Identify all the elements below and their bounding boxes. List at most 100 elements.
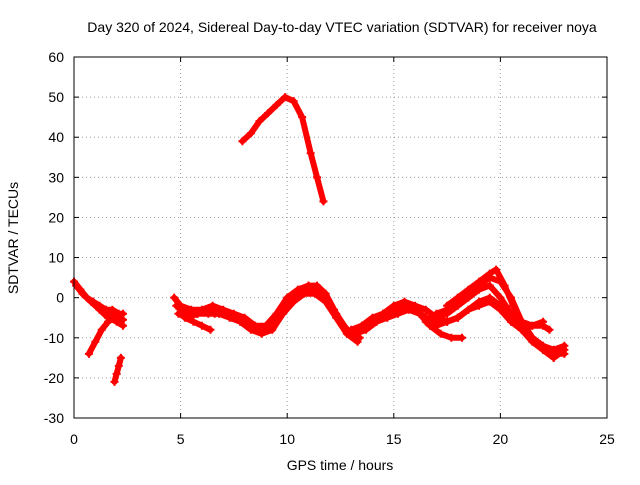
data-point: [193, 309, 202, 318]
data-point: [84, 349, 93, 358]
x-tick-label: 0: [70, 431, 78, 447]
data-point: [560, 345, 569, 354]
data-point: [528, 321, 537, 330]
series-arc-high: [238, 93, 328, 206]
data-point: [313, 173, 322, 182]
y-axis-ticks: -30 -20 -10 0 10 20 30 40 50 60: [44, 49, 607, 426]
data-point: [436, 329, 445, 338]
y-tick-label: 60: [48, 49, 64, 65]
y-tick-label: 0: [56, 290, 64, 306]
data-point: [97, 325, 106, 334]
data-point: [189, 317, 198, 326]
data-point: [180, 313, 189, 322]
data-point: [104, 313, 113, 322]
series-trace: [177, 282, 363, 341]
data-point: [400, 297, 409, 306]
data-point: [447, 333, 456, 342]
x-tick-label: 25: [599, 431, 615, 447]
data-point: [253, 325, 262, 334]
data-point: [453, 313, 462, 322]
data-point: [528, 333, 537, 342]
data-point: [110, 377, 119, 386]
data-point: [421, 317, 430, 326]
data-point: [244, 321, 253, 330]
data-point: [206, 325, 215, 334]
series-arc-early-d: [78, 289, 128, 330]
data-point: [549, 353, 558, 362]
data-point: [347, 329, 356, 338]
data-point: [443, 317, 452, 326]
x-tick-label: 10: [279, 431, 295, 447]
data-point: [272, 101, 281, 110]
data-point: [496, 293, 505, 302]
data-point: [485, 269, 494, 278]
series-trace: [111, 354, 124, 385]
grid: [74, 57, 607, 418]
data-point: [500, 281, 509, 290]
data-point: [475, 297, 484, 306]
data-point: [321, 289, 330, 298]
data-point: [108, 305, 117, 314]
data-point: [485, 293, 494, 302]
data-point: [287, 293, 296, 302]
data-point: [306, 149, 315, 158]
x-tick-label: 5: [177, 431, 185, 447]
data-point: [197, 321, 206, 330]
series-trace: [181, 314, 214, 333]
data-point: [281, 93, 290, 102]
data-point: [539, 321, 548, 330]
series-trace: [444, 266, 557, 361]
data-point: [464, 305, 473, 314]
data-point: [255, 117, 264, 126]
data-point: [72, 281, 81, 290]
data-point: [338, 321, 347, 330]
data-point: [357, 325, 366, 334]
data-point: [545, 325, 554, 334]
plot-frame: [73, 56, 608, 419]
data-point: [278, 305, 287, 314]
data-point: [432, 309, 441, 318]
data-point: [264, 109, 273, 118]
data-point: [319, 197, 328, 206]
data-point: [443, 301, 452, 310]
data-point: [170, 293, 179, 302]
data-point: [464, 285, 473, 294]
y-axis-label: SDTVAR / TECUs: [5, 182, 21, 294]
y-tick-label: 10: [48, 250, 64, 266]
data-point: [492, 265, 501, 274]
data-point: [421, 305, 430, 314]
series-arc-evening-d: [507, 313, 554, 334]
data-point: [91, 337, 100, 346]
data-point: [87, 297, 96, 306]
data-point: [116, 353, 125, 362]
data-point: [236, 317, 245, 326]
x-tick-label: 20: [493, 431, 509, 447]
data-point: [485, 281, 494, 290]
data-point: [330, 305, 339, 314]
data-point: [539, 345, 548, 354]
y-tick-label: 40: [48, 129, 64, 145]
data-point: [379, 309, 388, 318]
series-arc-early-e: [110, 353, 125, 386]
data-point: [507, 313, 516, 322]
data-point: [95, 305, 104, 314]
series-arc-evening-c: [443, 265, 558, 362]
data-point: [261, 325, 270, 334]
data-point: [210, 309, 219, 318]
data-point: [389, 301, 398, 310]
x-axis-label: GPS time / hours: [287, 457, 394, 473]
y-tick-label: 30: [48, 169, 64, 185]
data-point: [368, 317, 377, 326]
series-arc-morning-e: [180, 313, 215, 334]
chart-title: Day 320 of 2024, Sidereal Day-to-day VTE…: [87, 19, 597, 35]
data-point: [270, 317, 279, 326]
y-tick-label: 20: [48, 209, 64, 225]
data-point: [310, 289, 319, 298]
data-point: [172, 301, 181, 310]
x-tick-label: 15: [386, 431, 402, 447]
data-point: [202, 305, 211, 314]
y-tick-label: -10: [44, 330, 64, 346]
data-point: [227, 313, 236, 322]
data-point: [509, 301, 518, 310]
